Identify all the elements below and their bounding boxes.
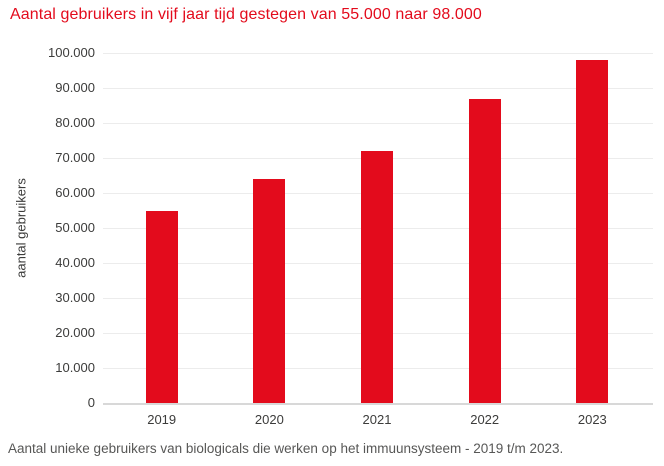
chart-title: Aantal gebruikers in vijf jaar tijd gest… [10,6,482,23]
x-tick-label: 2023 [577,412,607,427]
gridline [103,52,653,54]
x-tick-label: 2022 [470,412,500,427]
y-tick-label: 70.000 [55,150,95,165]
x-axis-line [103,403,653,405]
bar-2022 [468,98,501,403]
y-tick-label: 20.000 [55,325,95,340]
x-tick-label: 2019 [147,412,177,427]
plot-area [103,52,653,405]
x-tick-label: 2021 [362,412,392,427]
bar-2019 [145,210,178,403]
chart-caption: Aantal unieke gebruikers van biologicals… [8,441,564,456]
gridline [103,87,653,89]
y-tick-label: 100.000 [48,45,95,60]
y-tick-label: 80.000 [55,115,95,130]
y-tick-label: 10.000 [55,360,95,375]
bar-2023 [576,60,609,403]
y-tick-label: 60.000 [55,185,95,200]
y-axis-tick-labels: 0 10.000 20.000 30.000 40.000 50.000 60.000 70.… [0,45,95,410]
gridline [103,122,653,124]
y-tick-label: 0 [87,395,95,410]
y-tick-label: 40.000 [55,255,95,270]
y-tick-label: 30.000 [55,290,95,305]
y-tick-label: 50.000 [55,220,95,235]
x-tick-label: 2020 [254,412,284,427]
x-axis-tick-labels: 2019 2020 2021 2022 2023 [103,412,653,432]
bar-2020 [253,179,286,403]
y-tick-label: 90.000 [55,80,95,95]
bar-2021 [361,151,394,403]
